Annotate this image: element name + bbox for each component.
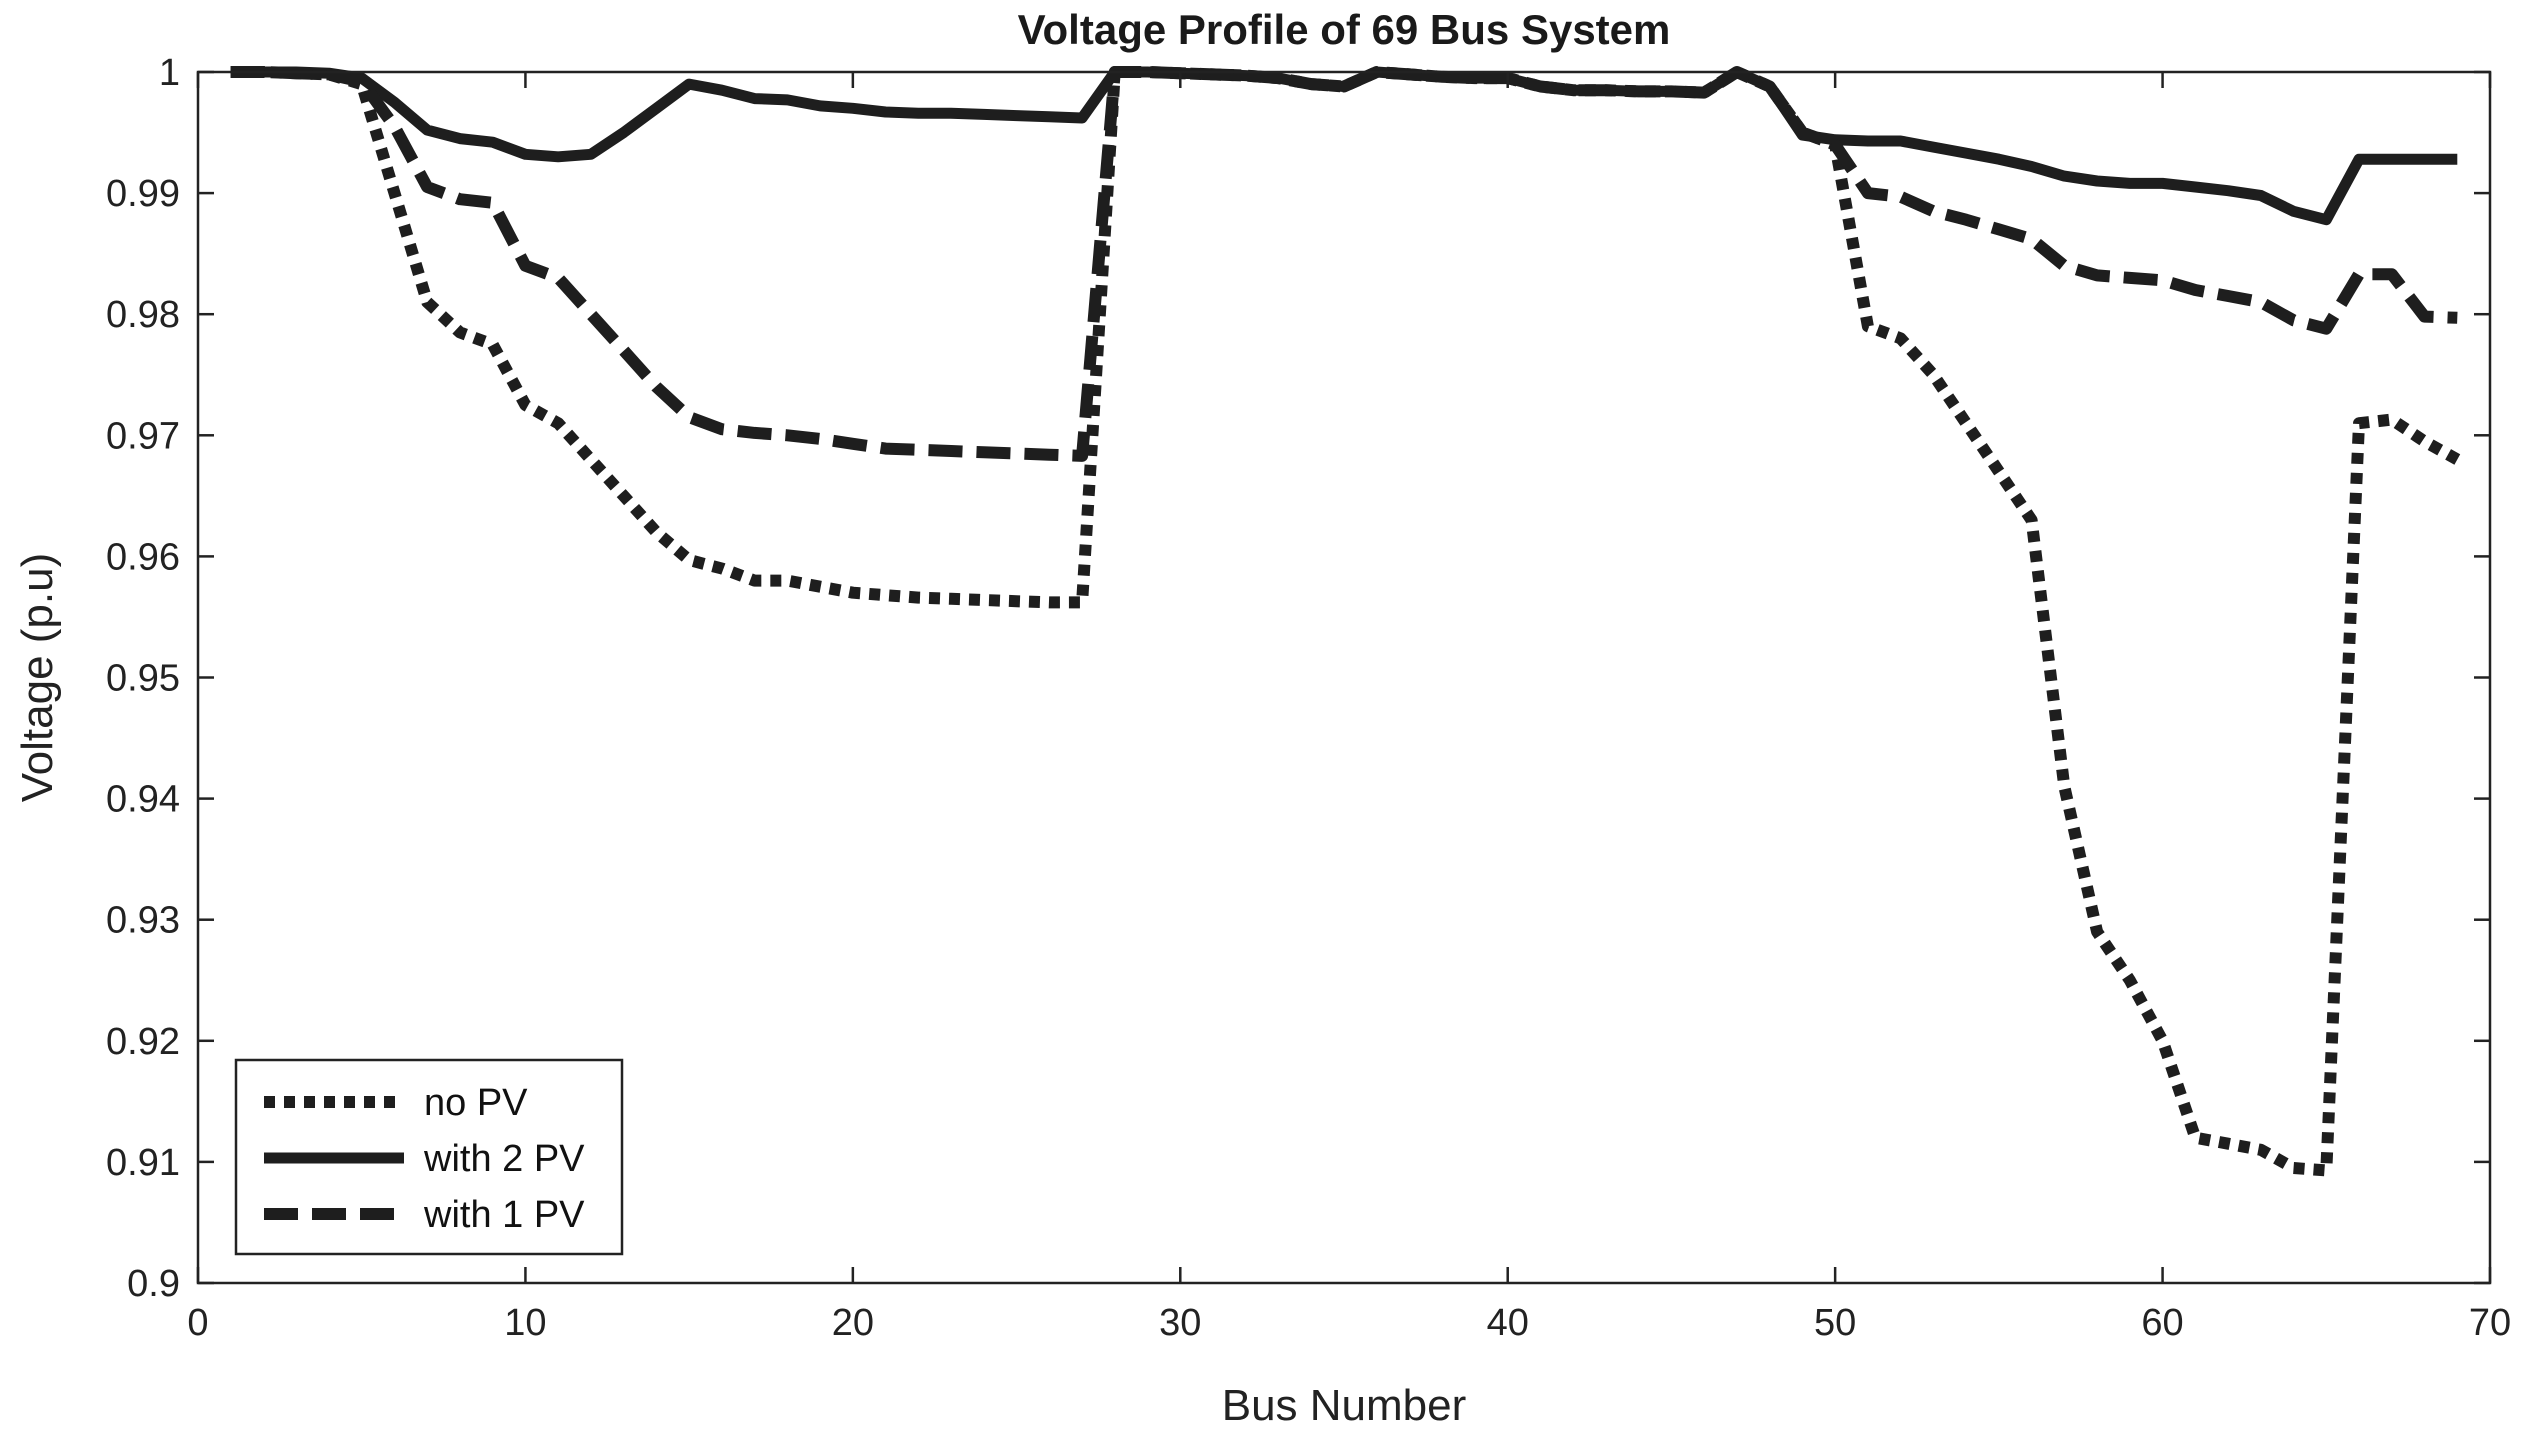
y-tick-label: 0.9 xyxy=(127,1263,180,1305)
y-tick-label: 1 xyxy=(159,52,180,94)
x-axis-label: Bus Number xyxy=(1222,1381,1467,1430)
y-tick-label: 0.97 xyxy=(106,415,180,457)
x-tick-label: 60 xyxy=(2141,1302,2183,1344)
x-tick-label: 40 xyxy=(1487,1302,1529,1344)
y-tick-label: 0.99 xyxy=(106,173,180,215)
x-tick-label: 0 xyxy=(187,1302,208,1344)
x-tick-label: 10 xyxy=(504,1302,546,1344)
x-tick-label: 20 xyxy=(832,1302,874,1344)
y-tick-label: 0.93 xyxy=(106,900,180,942)
y-tick-label: 0.98 xyxy=(106,294,180,336)
legend: no PV with 2 PV with 1 PV xyxy=(234,1058,624,1256)
x-tick-label: 70 xyxy=(2469,1302,2511,1344)
plot-lines xyxy=(230,66,2461,1177)
series-line-with-2-pv xyxy=(230,66,2458,226)
legend-label: no PV xyxy=(424,1082,528,1124)
y-tick-label: 0.96 xyxy=(106,536,180,578)
x-tick-label: 30 xyxy=(1159,1302,1201,1344)
series-line-no-pv xyxy=(230,66,2461,1177)
y-tick-label: 0.92 xyxy=(106,1021,180,1063)
y-tick-label: 0.94 xyxy=(106,779,180,821)
legend-label: with 1 PV xyxy=(423,1194,585,1236)
y-tick-label: 0.91 xyxy=(106,1142,180,1184)
x-tick-label: 50 xyxy=(1814,1302,1856,1344)
y-tick-label: 0.95 xyxy=(106,658,180,700)
axis-ticks: 0 10 20 30 40 50 60 70 0.9 0.91 0.92 0.93 0.94 0.95 0.… xyxy=(106,52,2511,1344)
chart-title: Voltage Profile of 69 Bus System xyxy=(1018,6,1671,53)
y-axis-label: Voltage (p.u) xyxy=(13,553,62,803)
legend-label: with 2 PV xyxy=(423,1138,585,1180)
series-line-with-1-pv xyxy=(230,66,2458,462)
